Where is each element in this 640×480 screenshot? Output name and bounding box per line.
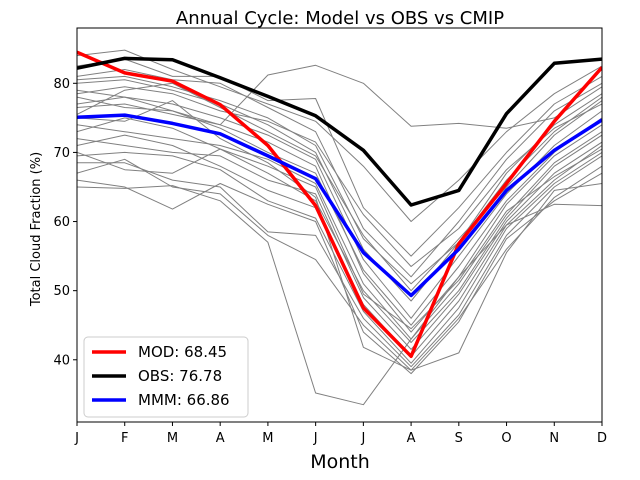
legend: MOD: 68.45 OBS: 76.78 MMM: 66.86 bbox=[83, 336, 249, 418]
x-tick-label-1: J bbox=[74, 431, 79, 446]
plot-frame bbox=[76, 27, 603, 423]
x-tick-label-2: F bbox=[121, 431, 128, 446]
y-tick-label-60: 60 bbox=[53, 215, 70, 230]
x-tick-label-12: D bbox=[597, 431, 607, 446]
y-tick-label-50: 50 bbox=[53, 284, 70, 299]
series-line-obs bbox=[77, 56, 602, 207]
ensemble-line-2 bbox=[77, 58, 602, 257]
x-tick-label-10: O bbox=[501, 431, 511, 446]
ensemble-line-22 bbox=[77, 86, 602, 267]
main-series-lines bbox=[77, 50, 602, 359]
ensemble-line-7 bbox=[77, 103, 602, 333]
ensemble-line-18 bbox=[77, 64, 602, 129]
y-tick-label-70: 70 bbox=[53, 146, 70, 161]
legend-label-mmm: MMM: 66.86 bbox=[138, 391, 230, 409]
ensemble-line-21 bbox=[77, 148, 602, 330]
x-tick-label-6: J bbox=[313, 431, 318, 446]
x-tick-label-5: M bbox=[262, 431, 273, 446]
ensemble-line-15 bbox=[77, 158, 602, 371]
ensemble-line-13 bbox=[77, 151, 602, 364]
legend-label-mod: MOD: 68.45 bbox=[138, 343, 227, 361]
series-line-mmm bbox=[77, 113, 602, 298]
ensemble-line-8 bbox=[77, 82, 602, 292]
x-tick-label-8: A bbox=[407, 431, 416, 446]
x-tick-label-11: N bbox=[549, 431, 559, 446]
chart-title: Annual Cycle: Model vs OBS vs CMIP bbox=[176, 8, 504, 29]
legend-box bbox=[83, 336, 249, 418]
ensemble-line-16 bbox=[77, 172, 602, 375]
legend-label-obs: OBS: 76.78 bbox=[138, 367, 222, 385]
x-tick-label-4: A bbox=[216, 431, 225, 446]
ensemble-line-1 bbox=[77, 49, 602, 222]
ensemble-line-6 bbox=[77, 96, 602, 326]
y-axis: 40 50 60 70 80 bbox=[53, 77, 77, 368]
ensemble-line-17 bbox=[77, 185, 602, 406]
series-line-mod bbox=[77, 50, 602, 359]
x-tick-label-9: S bbox=[455, 431, 463, 446]
y-tick-label-80: 80 bbox=[53, 77, 70, 92]
x-tick-label-7: J bbox=[360, 431, 365, 446]
y-tick-label-40: 40 bbox=[53, 353, 70, 368]
ensemble-line-20 bbox=[77, 100, 602, 371]
ensemble-line-11 bbox=[77, 138, 602, 350]
x-tick-label-3: M bbox=[167, 431, 178, 446]
ensemble-line-19 bbox=[77, 75, 602, 285]
y-axis-label: Total Cloud Fraction (%) bbox=[29, 152, 44, 307]
x-axis-label: Month bbox=[310, 451, 370, 473]
